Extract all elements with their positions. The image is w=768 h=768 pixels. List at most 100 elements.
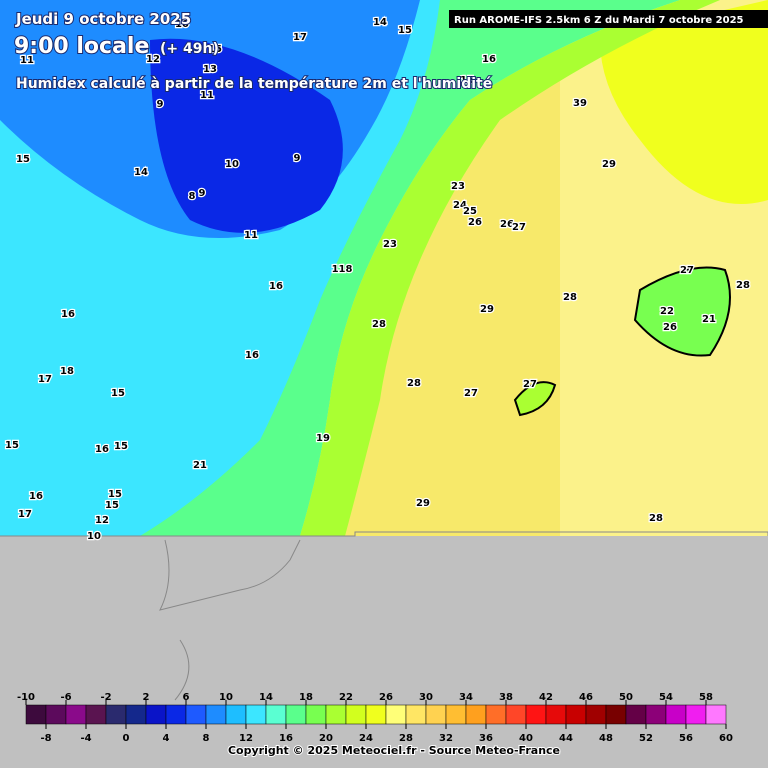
color-swatch — [525, 704, 547, 725]
contour-label: 17 — [293, 32, 307, 43]
contour-label: 9 — [199, 188, 206, 199]
contour-label: 29 — [602, 159, 616, 170]
tick-label: 10 — [219, 692, 233, 703]
color-swatch — [65, 704, 87, 725]
tick-label: 26 — [379, 692, 393, 703]
tick-label: -4 — [80, 733, 91, 744]
tick-label: 12 — [239, 733, 253, 744]
tick-label: 20 — [319, 733, 333, 744]
subtitle: Humidex calculé à partir de la températu… — [16, 76, 492, 92]
color-swatch — [325, 704, 347, 725]
contour-label: 15 — [111, 388, 125, 399]
contour-label: 27 — [512, 222, 526, 233]
color-swatch — [105, 704, 127, 725]
border-line — [159, 539, 301, 611]
color-swatch — [185, 704, 207, 725]
color-swatch — [245, 704, 267, 725]
contour-label: 9 — [294, 153, 301, 164]
lead-time: (+ 49h) — [160, 41, 219, 57]
color-swatch — [425, 704, 447, 725]
tick-label: -6 — [60, 692, 71, 703]
contour-label: 17 — [18, 509, 32, 520]
tick-label: 44 — [559, 733, 573, 744]
tick-label: 22 — [339, 692, 353, 703]
contour-label: 15 — [105, 500, 119, 511]
tick-label: 14 — [259, 692, 273, 703]
run-box — [449, 10, 768, 28]
color-swatch — [685, 704, 707, 725]
color-swatch — [505, 704, 527, 725]
run-info: Run AROME-IFS 2.5km 6 Z du Mardi 7 octob… — [454, 15, 744, 26]
contour-label: 27 — [680, 265, 694, 276]
contour-label: 13 — [203, 64, 217, 75]
contour-label: 11 — [244, 230, 258, 241]
tick-label: 30 — [419, 692, 433, 703]
color-swatch — [165, 704, 187, 725]
color-swatch — [205, 704, 227, 725]
contour-label: 28 — [372, 319, 386, 330]
contour-label: 18 — [60, 366, 74, 377]
tick-label: 32 — [439, 733, 453, 744]
tick-label: 28 — [399, 733, 413, 744]
contour-label: 15 — [208, 44, 222, 55]
color-swatch — [585, 704, 607, 725]
tick-label: -8 — [40, 733, 51, 744]
contour-label: 29 — [480, 304, 494, 315]
contour-label: 17 — [38, 374, 52, 385]
contour-label: 24 — [453, 200, 467, 211]
color-swatch — [545, 704, 567, 725]
tick-label: 34 — [459, 692, 473, 703]
contour-label: 23 — [451, 181, 465, 192]
color-swatch — [565, 704, 587, 725]
color-swatch — [605, 704, 627, 725]
color-swatch — [385, 704, 407, 725]
coldest-zone — [150, 38, 343, 233]
contour-label: 15 — [5, 440, 19, 451]
tick-label: 48 — [599, 733, 613, 744]
contour-label: 16 — [245, 350, 259, 361]
color-swatch — [25, 704, 47, 725]
tick-label: 60 — [719, 733, 733, 744]
color-swatch — [625, 704, 647, 725]
tick-label: 4 — [163, 733, 170, 744]
contour-label: 27 — [523, 379, 537, 390]
tick-label: 18 — [299, 692, 313, 703]
contour-label: 28 — [563, 292, 577, 303]
color-swatch — [345, 704, 367, 725]
color-swatch — [405, 704, 427, 725]
tick-label: 52 — [639, 733, 653, 744]
contour-label: 16 — [482, 54, 496, 65]
domain-edge — [0, 531, 768, 537]
island-ibiza — [513, 381, 557, 417]
contour-label: 16 — [269, 281, 283, 292]
tick-label: 46 — [579, 692, 593, 703]
color-swatch — [485, 704, 507, 725]
contour-label: 26 — [500, 219, 514, 230]
contour-label: 28 — [649, 513, 663, 524]
color-swatch — [285, 704, 307, 725]
contour-label: 19 — [316, 433, 330, 444]
island-mallorca — [633, 266, 731, 357]
border-line — [174, 639, 190, 701]
color-swatch — [85, 704, 107, 725]
contour-label: 14 — [134, 167, 148, 178]
contour-label: 29 — [416, 498, 430, 509]
contour-label: 27 — [464, 388, 478, 399]
contour-label: 15 — [398, 25, 412, 36]
contour-label: 118 — [332, 264, 353, 275]
contour-label: 11 — [20, 55, 34, 66]
time: 9:00 locale — [14, 34, 149, 59]
contour-label: 14 — [373, 17, 387, 28]
contour-label: 10 — [87, 531, 101, 542]
tick-label: 56 — [679, 733, 693, 744]
contour-label: 8 — [189, 191, 196, 202]
color-swatch — [45, 704, 67, 725]
contour-label: 11 — [200, 90, 214, 101]
contour-label: 16 — [61, 309, 75, 320]
tick-label: 0 — [123, 733, 130, 744]
contour-label: 9 — [157, 99, 164, 110]
tick-label: 40 — [519, 733, 533, 744]
tick-label: 2 — [143, 692, 150, 703]
